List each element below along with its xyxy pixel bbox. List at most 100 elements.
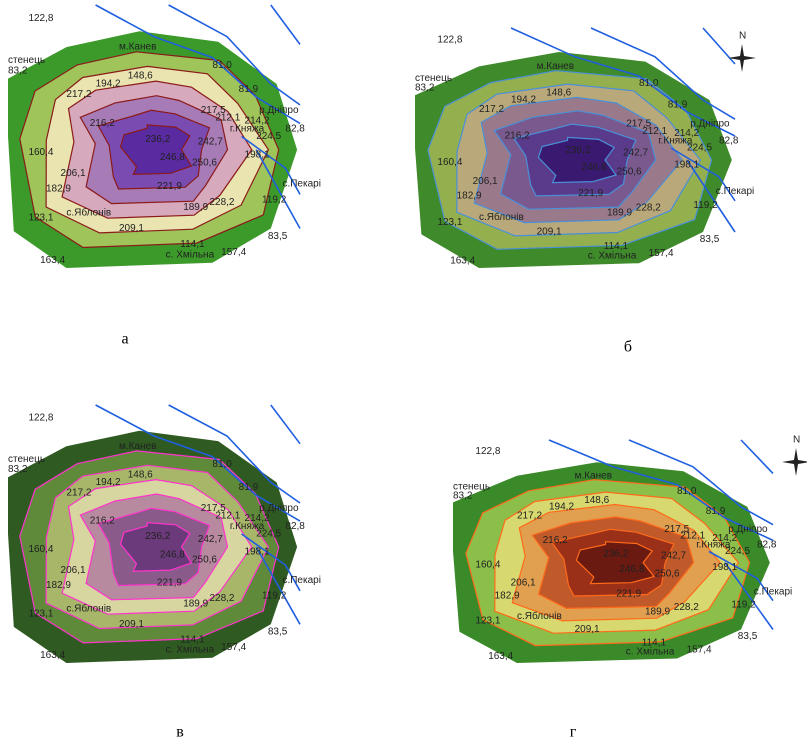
map-label: 217,2 — [479, 104, 504, 115]
map-label: 81,9 — [239, 84, 259, 95]
map-label: 148,6 — [128, 469, 153, 480]
map-label: с.Яблонів — [66, 602, 111, 614]
map-label: 194,2 — [96, 79, 121, 90]
map-label: с.Пекарі — [716, 186, 754, 197]
map-label: стенець — [453, 481, 490, 492]
map-label: 83,2 — [415, 83, 435, 94]
map-label: 182,9 — [46, 184, 71, 195]
map-label: 242,7 — [623, 147, 648, 158]
map-label: 182,9 — [495, 591, 520, 602]
map-label: 114,1 — [604, 241, 629, 252]
map-label: 214,2 — [245, 513, 270, 524]
map-label: 122,8 — [28, 13, 53, 24]
map-label: м.Канев — [119, 42, 156, 53]
map-label: р.Дніпро — [259, 503, 299, 514]
map-label: 83,5 — [738, 631, 758, 642]
map-label: 216,2 — [90, 118, 115, 129]
map-label: 242,7 — [198, 136, 223, 147]
river — [95, 4, 301, 125]
river — [724, 562, 774, 630]
map-label: 228,2 — [209, 197, 234, 208]
map-label: 189,9 — [183, 598, 208, 609]
river — [168, 4, 301, 106]
compass-label: N — [793, 435, 800, 446]
contour-zone — [119, 124, 193, 176]
river — [255, 546, 301, 625]
map-label: 82,8 — [757, 539, 777, 550]
map-label: 217,5 — [626, 119, 651, 130]
map-label: стенець — [8, 454, 45, 465]
map-label: г.Княжа — [696, 539, 731, 550]
map-label: м.Канев — [119, 441, 156, 452]
map-label: 189,9 — [645, 606, 670, 617]
river — [168, 404, 301, 504]
map-label: 221,9 — [157, 181, 182, 192]
map-label: 194,2 — [549, 502, 574, 513]
map-label: с.Яблонів — [479, 211, 524, 223]
map-label: 236,2 — [145, 134, 170, 145]
map-label: 242,7 — [661, 551, 686, 562]
map-label: р.Дніпро — [728, 524, 768, 535]
map-label: 246,8 — [160, 549, 185, 560]
map-label: 198,1 — [245, 547, 270, 558]
map-label: м.Канев — [537, 61, 574, 72]
map-label: 217,5 — [664, 524, 689, 535]
map-label: 236,2 — [145, 531, 170, 542]
map-label: 250,6 — [192, 157, 217, 168]
river — [702, 27, 736, 65]
river — [740, 439, 774, 474]
map-label: 228,2 — [636, 203, 661, 214]
map-label: 217,2 — [66, 89, 91, 100]
map-label: 189,9 — [183, 202, 208, 213]
map-label: 160,4 — [437, 157, 462, 168]
map-label: 214,2 — [712, 533, 737, 544]
map-label: 81,0 — [212, 60, 232, 71]
map-label: 119,2 — [262, 194, 287, 205]
map-label: с.Пекарі — [282, 178, 320, 189]
map-label: с.Пекарі — [754, 586, 792, 597]
map-label: с.Яблонів — [517, 610, 562, 622]
map-label: 206,1 — [61, 168, 86, 179]
map-label: 148,6 — [546, 87, 571, 98]
map-label: 242,7 — [198, 534, 223, 545]
map-label: 217,2 — [66, 487, 91, 498]
map-label: 157,4 — [649, 248, 674, 259]
map-label: 123,1 — [28, 609, 53, 620]
map-label: 198,1 — [712, 562, 737, 573]
map-label: 221,9 — [157, 578, 182, 589]
map-label: с. Хмільна — [166, 645, 215, 656]
panel-caption: а — [121, 331, 128, 348]
contour-zone — [575, 541, 656, 585]
map-label: 81,9 — [239, 482, 259, 493]
map-label: 82,8 — [285, 123, 305, 134]
map-label: 221,9 — [578, 188, 603, 199]
map-label: 236,2 — [565, 145, 590, 156]
map-label: 163,4 — [40, 255, 65, 266]
map-label: 209,1 — [119, 223, 144, 234]
map-label: 119,2 — [731, 600, 756, 611]
map-label: 119,2 — [693, 200, 718, 211]
map-label: 224,5 — [725, 546, 750, 557]
map-label: 246,8 — [160, 152, 185, 163]
river — [670, 147, 736, 202]
map-label: 123,1 — [28, 213, 53, 224]
panel-caption: б — [624, 339, 632, 356]
map-label: г.Княжа — [658, 135, 693, 146]
river — [95, 404, 301, 522]
compass — [728, 44, 756, 72]
map-label: 194,2 — [96, 477, 121, 488]
map-label: 160,4 — [28, 147, 53, 158]
map-label: стенець — [8, 55, 45, 66]
map-label: с. Хмільна — [588, 251, 637, 262]
map-label: с. Хмільна — [626, 646, 675, 657]
map-label: стенець — [415, 73, 452, 84]
map-label: с.Пекарі — [282, 575, 320, 586]
map-label: 83,2 — [8, 65, 28, 76]
map-label: 214,2 — [245, 115, 270, 126]
map-label: 246,8 — [581, 162, 606, 173]
map-label: 123,1 — [437, 217, 462, 228]
map-label: г.Княжа — [230, 123, 265, 134]
contour-zone — [537, 136, 617, 184]
